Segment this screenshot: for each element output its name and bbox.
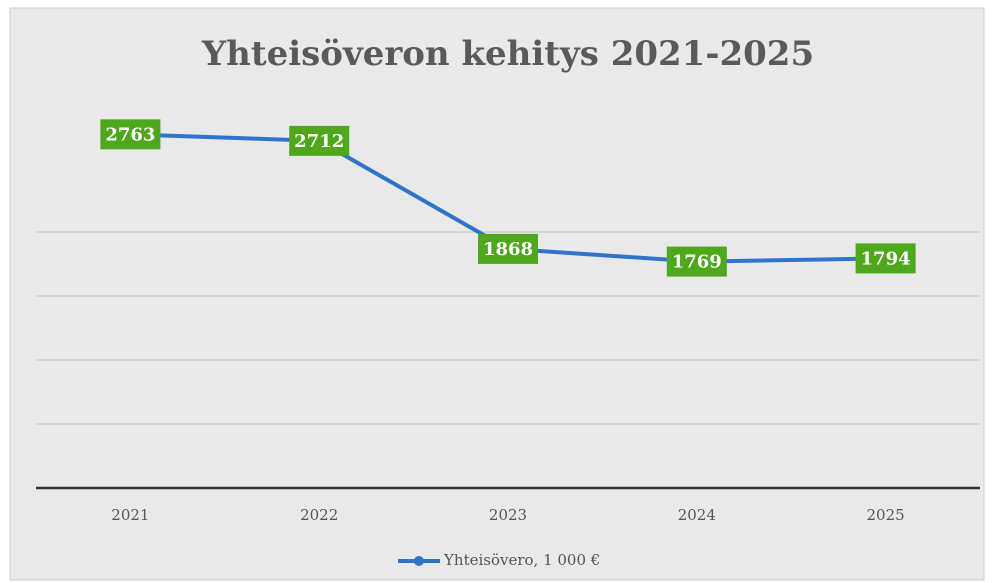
data-label: 1769 [672,252,722,273]
x-tick-label: 2022 [300,506,338,524]
legend-label: Yhteisövero, 1 000 € [443,551,600,569]
x-tick-label: 2021 [111,506,149,524]
data-label: 2763 [105,124,155,145]
data-label-box [666,246,727,277]
data-label: 1794 [861,248,911,269]
x-tick-label: 2024 [678,506,716,524]
data-label-box [289,125,350,156]
x-tick-label: 2025 [867,506,905,524]
data-label-box [100,119,161,150]
data-label-box [478,233,538,264]
chart-title: Yhteisöveron kehitys 2021-2025 [201,34,814,74]
legend-marker [414,556,424,566]
data-label-box [855,243,916,274]
chart-background [9,7,985,581]
data-label: 1868 [483,239,533,260]
data-label: 2712 [294,131,344,152]
x-tick-label: 2023 [489,506,527,524]
